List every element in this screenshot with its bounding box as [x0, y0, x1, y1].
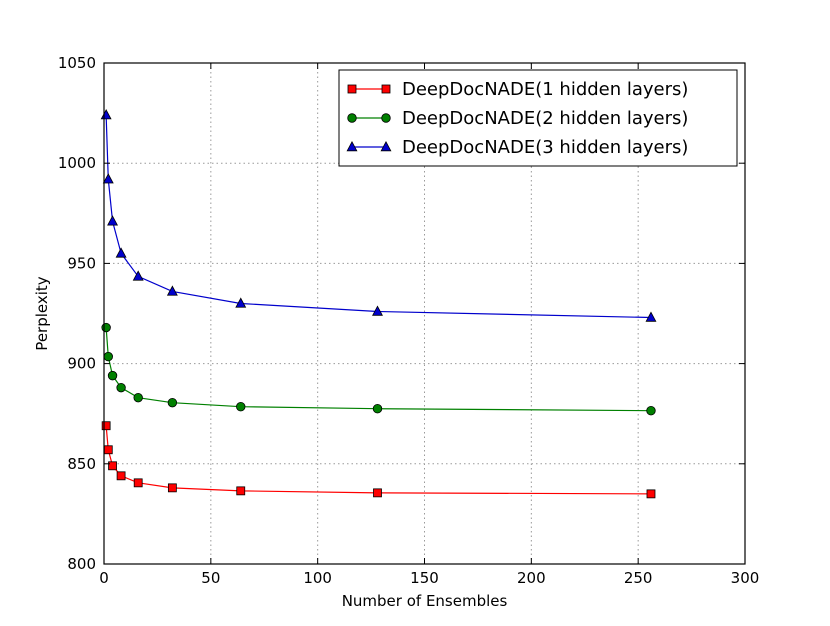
- data-point: [107, 370, 118, 381]
- x-axis-label: Number of Ensembles: [342, 592, 508, 610]
- data-point: [101, 322, 111, 333]
- y-tick-label: 850: [67, 455, 96, 473]
- legend-marker: [347, 84, 357, 94]
- legend-item: DeepDocNADE(1 hidden layers): [347, 79, 688, 100]
- legend-label: DeepDocNADE(3 hidden layers): [402, 137, 688, 158]
- y-tick-label: 950: [67, 254, 96, 272]
- y-tick-label: 1000: [58, 154, 96, 172]
- axis-ticks: 0 50 100 150 200 250 300 800 850 900 950 1000 1050: [58, 54, 760, 587]
- x-tick-label: 50: [201, 569, 220, 587]
- data-point: [101, 421, 111, 431]
- y-axis-label: Perplexity: [33, 276, 51, 350]
- series-layer: [100, 109, 657, 499]
- x-tick-label: 0: [99, 569, 109, 587]
- data-point: [373, 488, 382, 498]
- data-point: [167, 483, 177, 493]
- legend: DeepDocNADE(1 hidden layers) DeepDocNADE(…: [338, 69, 738, 167]
- data-point: [116, 471, 126, 481]
- data-point: [107, 215, 119, 226]
- legend-label: DeepDocNADE(1 hidden layers): [402, 79, 688, 100]
- data-point: [132, 270, 144, 281]
- legend-box: [338, 69, 738, 167]
- x-tick-label: 100: [303, 569, 332, 587]
- data-point: [646, 405, 656, 416]
- x-tick-label: 300: [731, 569, 760, 587]
- data-point: [133, 392, 143, 403]
- data-point: [116, 382, 126, 393]
- data-point: [108, 461, 117, 471]
- data-point: [645, 311, 657, 322]
- legend-label: DeepDocNADE(2 hidden layers): [402, 108, 688, 129]
- legend-marker: [346, 140, 358, 152]
- legend-item: DeepDocNADE(2 hidden layers): [347, 108, 688, 129]
- data-point: [372, 403, 383, 414]
- y-tick-label: 1050: [58, 54, 96, 72]
- data-point: [103, 351, 113, 362]
- series-1: [101, 421, 656, 499]
- legend-marker: [380, 140, 392, 152]
- series-2: [101, 322, 656, 416]
- data-point: [236, 486, 246, 496]
- legend-marker: [381, 84, 391, 94]
- x-tick-label: 250: [624, 569, 653, 587]
- data-point: [372, 305, 383, 316]
- y-tick-label: 900: [67, 355, 96, 373]
- data-point: [102, 173, 114, 184]
- y-tick-label: 800: [67, 555, 96, 573]
- data-point: [133, 478, 143, 488]
- legend-marker: [347, 113, 357, 123]
- x-tick-label: 200: [517, 569, 546, 587]
- legend-marker: [381, 113, 391, 123]
- data-point: [646, 489, 656, 499]
- data-point: [235, 297, 247, 308]
- data-point: [167, 397, 178, 408]
- x-tick-label: 150: [410, 569, 439, 587]
- legend-item: DeepDocNADE(3 hidden layers): [346, 137, 688, 158]
- data-point: [115, 247, 127, 258]
- data-point: [166, 285, 178, 296]
- data-point: [236, 401, 246, 412]
- data-point: [103, 445, 113, 455]
